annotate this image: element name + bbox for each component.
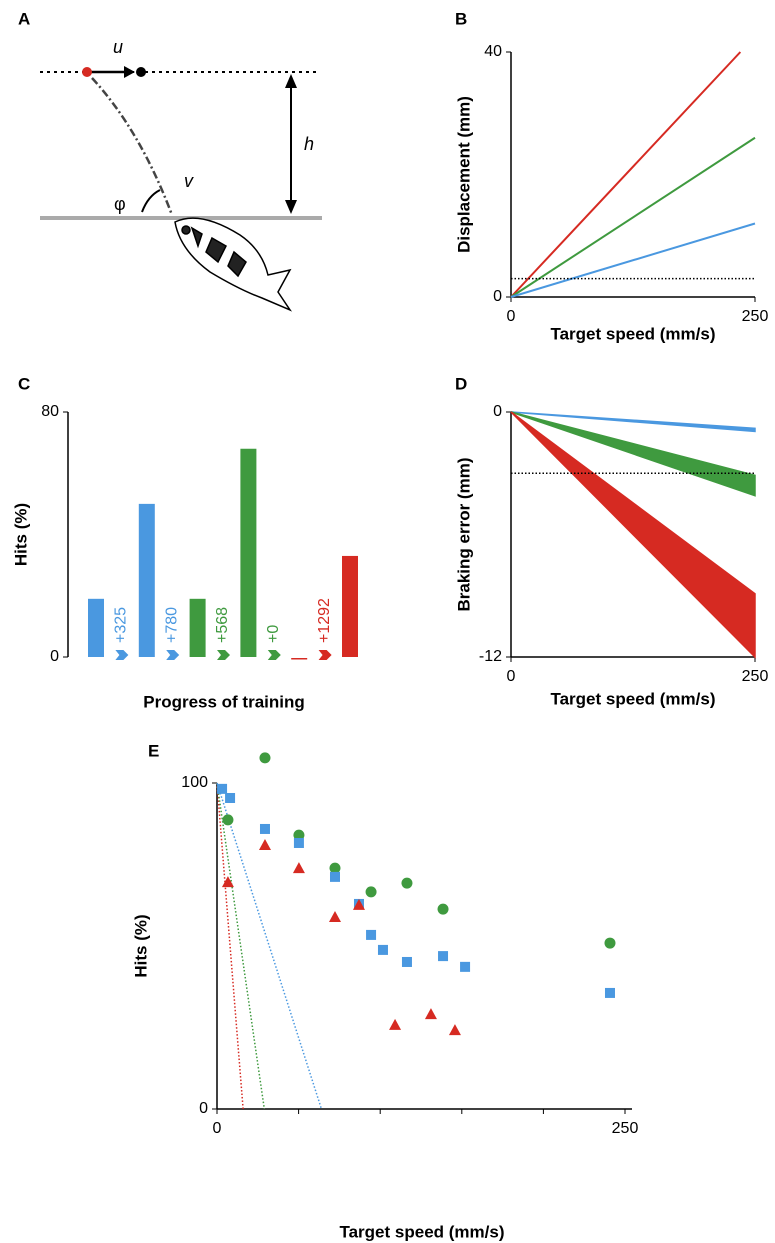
fit-line — [216, 782, 266, 1110]
y-tick-label: 40 — [484, 43, 502, 60]
chevron — [318, 650, 332, 660]
symbol-phi: φ — [114, 194, 126, 214]
arrow-head — [124, 66, 135, 78]
y-tick-label: 0 — [493, 288, 502, 305]
angle-arc — [141, 189, 161, 213]
point — [259, 823, 270, 834]
point — [424, 1008, 437, 1020]
chevron — [217, 650, 230, 660]
y-tick-label: -12 — [479, 648, 502, 665]
target-start — [82, 67, 92, 77]
point — [221, 876, 234, 888]
chevron — [115, 650, 129, 660]
point — [437, 903, 449, 915]
point — [328, 910, 341, 922]
fit-line — [216, 782, 244, 1110]
panel-label: B — [455, 9, 467, 28]
bar — [138, 503, 155, 657]
x-axis-title: Progress of training — [143, 692, 305, 711]
x-tick-label: 0 — [213, 1120, 222, 1137]
point — [258, 838, 271, 850]
y-tick-label: 80 — [41, 403, 59, 420]
arrow-head — [285, 74, 297, 88]
point — [222, 814, 234, 826]
bar — [189, 598, 206, 657]
y-axis-title: Braking error (mm) — [454, 458, 473, 612]
training-annotation: +568 — [214, 607, 231, 643]
line — [510, 51, 742, 298]
panel-a-diagram: A u h v φ — [18, 9, 322, 312]
x-tick-label: 0 — [507, 308, 516, 325]
y-tick-label: 0 — [199, 1100, 208, 1117]
panel-label: A — [18, 9, 30, 28]
fit-line — [216, 782, 323, 1110]
band — [510, 411, 756, 497]
chevron — [166, 650, 180, 660]
training-annotation: +0 — [265, 625, 282, 643]
chevron — [267, 650, 281, 660]
point — [329, 862, 341, 874]
point — [217, 783, 228, 794]
training-annotation: +325 — [113, 607, 130, 643]
training-annotation: +1292 — [316, 598, 333, 643]
bar — [88, 598, 104, 657]
point — [448, 1024, 461, 1036]
symbol-v: v — [184, 171, 194, 191]
point — [438, 951, 449, 962]
panel-label: C — [18, 374, 30, 393]
point — [259, 752, 271, 764]
band — [510, 411, 756, 433]
training-annotation: +780 — [163, 607, 180, 643]
point — [460, 961, 471, 972]
arrow-head — [285, 200, 297, 214]
y-axis-title: Hits (%) — [131, 914, 150, 977]
point — [366, 929, 377, 940]
point — [225, 792, 236, 803]
point — [329, 871, 340, 882]
x-axis-title: Target speed (mm/s) — [550, 324, 715, 343]
bar — [342, 555, 358, 657]
x-tick-label: 250 — [742, 668, 769, 685]
y-axis-title: Displacement (mm) — [454, 96, 473, 253]
point — [292, 862, 305, 874]
y-axis-title: Hits (%) — [11, 503, 30, 566]
point — [365, 886, 377, 898]
point — [293, 829, 305, 841]
symbol-h: h — [304, 134, 314, 154]
trajectory — [91, 77, 174, 216]
point — [377, 944, 388, 955]
target-end — [136, 67, 146, 77]
panel-label: E — [148, 741, 159, 760]
point — [604, 937, 616, 949]
x-axis-title: Target speed (mm/s) — [339, 1222, 504, 1241]
y-tick-label: 100 — [181, 774, 208, 791]
point — [401, 877, 413, 889]
line — [510, 222, 756, 298]
x-tick-label: 0 — [507, 668, 516, 685]
y-tick-label: 0 — [493, 403, 502, 420]
point — [293, 837, 304, 848]
point — [604, 987, 615, 998]
panel-label: D — [455, 374, 467, 393]
bar — [291, 658, 308, 660]
point — [401, 956, 412, 967]
archerfish — [174, 217, 293, 312]
y-tick-label: 0 — [50, 648, 59, 665]
x-axis-title: Target speed (mm/s) — [550, 689, 715, 708]
x-tick-label: 250 — [742, 308, 769, 325]
line — [510, 136, 756, 298]
point — [352, 898, 365, 910]
bar — [240, 448, 257, 657]
symbol-u: u — [113, 37, 123, 57]
x-tick-label: 250 — [612, 1120, 639, 1137]
point — [389, 1018, 402, 1030]
